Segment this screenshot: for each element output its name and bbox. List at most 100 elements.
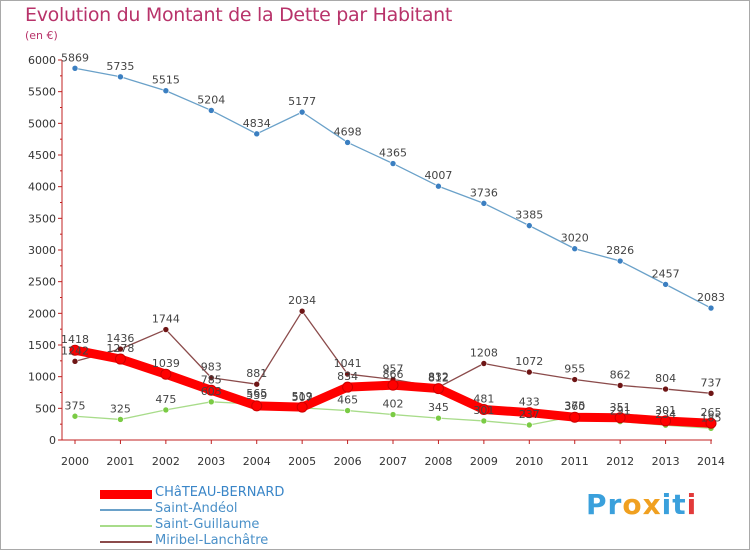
data-label: 2034 — [288, 294, 316, 307]
y-tick-label: 2000 — [28, 307, 56, 320]
data-label: 2083 — [697, 291, 725, 304]
y-tick-label: 0 — [49, 434, 56, 447]
data-label: 881 — [246, 367, 267, 380]
data-label: 1744 — [152, 313, 180, 326]
data-label: 475 — [155, 393, 176, 406]
data-point — [480, 360, 488, 367]
y-tick-label: 500 — [35, 402, 56, 415]
data-point — [71, 412, 79, 420]
data-label: 1436 — [106, 332, 134, 345]
data-label: 5515 — [152, 74, 180, 87]
data-point — [162, 406, 170, 414]
data-label: 603 — [201, 385, 222, 398]
legend-label: CHâTEAU-BERNARD — [155, 485, 285, 500]
data-point — [160, 368, 172, 380]
data-label: 2457 — [652, 267, 680, 280]
data-label: 519 — [292, 390, 313, 403]
data-point — [253, 380, 261, 388]
logo-letter: x — [642, 488, 662, 521]
data-point — [569, 411, 581, 423]
data-label: 301 — [473, 404, 494, 417]
data-point — [344, 407, 351, 414]
data-point — [387, 379, 399, 391]
data-point — [162, 326, 170, 333]
data-label: 3385 — [515, 209, 543, 222]
legend-label: Saint-Guillaume — [155, 517, 260, 532]
data-label: 4698 — [334, 125, 362, 138]
y-tick-label: 3500 — [28, 212, 56, 225]
x-tick-label: 2006 — [334, 455, 362, 468]
data-label: 3736 — [470, 186, 498, 199]
data-label: 866 — [383, 368, 404, 381]
x-tick-label: 2003 — [197, 455, 225, 468]
legend-label: Saint-Andéol — [155, 501, 238, 516]
data-label: 465 — [337, 394, 358, 407]
x-tick-label: 2000 — [61, 455, 89, 468]
y-tick-label: 4000 — [28, 181, 56, 194]
y-tick-label: 3000 — [28, 244, 56, 257]
y-tick-label: 1000 — [28, 371, 56, 384]
data-point — [205, 384, 217, 396]
legend-swatch — [100, 525, 152, 527]
x-tick-label: 2009 — [470, 455, 498, 468]
legend-swatch — [100, 509, 152, 511]
data-label: 5869 — [61, 51, 89, 64]
data-label: 375 — [564, 399, 585, 412]
data-label: 957 — [383, 362, 404, 375]
data-label: 345 — [428, 401, 449, 414]
data-point — [344, 139, 351, 146]
x-tick-label: 2002 — [152, 455, 180, 468]
data-label: 804 — [655, 372, 676, 385]
x-tick-label: 2007 — [379, 455, 407, 468]
data-point — [662, 385, 669, 393]
logo-letter: o — [622, 488, 643, 521]
data-point — [705, 417, 717, 429]
data-label: 1242 — [61, 344, 89, 357]
data-label: 2826 — [606, 244, 634, 257]
x-tick-label: 2010 — [515, 455, 543, 468]
data-point — [71, 64, 79, 72]
data-label: 539 — [246, 389, 267, 402]
data-label: 402 — [383, 398, 404, 411]
data-label: 983 — [201, 361, 222, 374]
y-tick-label: 4500 — [28, 149, 56, 162]
data-label: 507 — [292, 391, 313, 404]
data-point — [114, 353, 126, 365]
data-point — [253, 130, 261, 138]
data-label: 5204 — [197, 93, 225, 106]
data-point — [525, 368, 533, 376]
data-label: 360 — [564, 400, 585, 413]
data-point — [478, 404, 490, 416]
data-point — [707, 390, 715, 397]
x-tick-label: 2001 — [106, 455, 134, 468]
x-tick-label: 2012 — [606, 455, 634, 468]
y-tick-label: 1500 — [28, 339, 56, 352]
legend-swatch — [100, 489, 152, 499]
data-label: 834 — [337, 370, 358, 383]
data-point — [207, 374, 215, 382]
y-tick-label: 5500 — [28, 86, 56, 99]
data-point — [660, 415, 672, 427]
data-point — [117, 416, 124, 423]
data-label: 301 — [655, 404, 676, 417]
data-point — [571, 376, 579, 383]
data-point — [207, 398, 215, 406]
data-point — [162, 87, 170, 95]
logo-letter: i — [686, 488, 698, 521]
data-point — [296, 401, 308, 413]
data-label: 4365 — [379, 147, 407, 160]
data-point — [616, 382, 624, 389]
data-point — [71, 358, 79, 365]
x-tick-label: 2005 — [288, 455, 316, 468]
data-label: 4834 — [243, 117, 271, 130]
legend-label: Miribel-Lanchâtre — [155, 533, 269, 548]
data-label: 1418 — [61, 333, 89, 346]
chart-title: Evolution du Montant de la Dette par Hab… — [25, 4, 453, 26]
data-label: 5177 — [288, 95, 316, 108]
chart-unit: (en €) — [25, 29, 58, 42]
data-point — [117, 73, 124, 81]
logo-letter: i — [661, 488, 673, 521]
logo-letter: P — [586, 488, 608, 521]
y-tick-label: 6000 — [28, 54, 56, 67]
